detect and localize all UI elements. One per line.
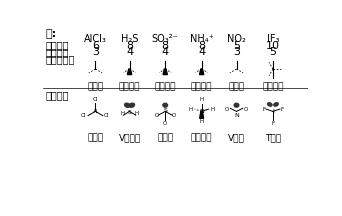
- Text: O: O: [172, 113, 176, 118]
- Text: 8: 8: [162, 41, 169, 51]
- Text: 正四面体: 正四面体: [191, 134, 212, 143]
- Text: F: F: [271, 121, 275, 126]
- Text: 三角形: 三角形: [88, 82, 104, 91]
- Text: Cl: Cl: [104, 113, 109, 118]
- Polygon shape: [127, 69, 132, 75]
- Text: NO₂: NO₂: [227, 34, 246, 44]
- Text: 4: 4: [126, 48, 133, 57]
- Ellipse shape: [234, 103, 239, 107]
- Text: 三角形: 三角形: [88, 134, 104, 143]
- Text: N: N: [234, 113, 239, 118]
- Text: 电子对构型: 电子对构型: [45, 54, 75, 64]
- Text: 5: 5: [269, 48, 276, 57]
- Text: 8: 8: [198, 41, 205, 51]
- Text: O: O: [224, 106, 229, 112]
- Text: 分子构型: 分子构型: [45, 91, 69, 101]
- Polygon shape: [163, 69, 167, 75]
- Text: N: N: [199, 109, 204, 114]
- Ellipse shape: [163, 103, 168, 107]
- Text: O: O: [163, 121, 167, 126]
- Text: 3: 3: [92, 48, 99, 57]
- Text: AlCl₃: AlCl₃: [84, 34, 107, 44]
- Text: H: H: [200, 97, 204, 102]
- Text: 3: 3: [233, 48, 240, 57]
- Text: T字形: T字形: [265, 134, 281, 143]
- Text: 三角双锥: 三角双锥: [262, 82, 284, 91]
- Text: H: H: [210, 107, 214, 112]
- Text: 8: 8: [126, 41, 133, 51]
- Ellipse shape: [274, 103, 278, 106]
- Text: H: H: [189, 107, 193, 112]
- Text: H: H: [120, 111, 124, 116]
- Text: 正四面体: 正四面体: [119, 82, 140, 91]
- Text: 4: 4: [162, 48, 169, 57]
- Text: NH₄⁺: NH₄⁺: [190, 34, 213, 44]
- Text: Cl: Cl: [93, 97, 98, 102]
- Text: 正四面体: 正四面体: [191, 82, 212, 91]
- Text: 电子对数: 电子对数: [45, 48, 69, 57]
- Text: H: H: [200, 119, 204, 124]
- Polygon shape: [199, 69, 204, 75]
- Text: V字构型: V字构型: [118, 134, 141, 143]
- Text: F: F: [262, 106, 265, 112]
- Text: IF₃: IF₃: [267, 34, 279, 44]
- Text: O: O: [244, 106, 249, 112]
- Text: 4: 4: [198, 48, 205, 57]
- Ellipse shape: [268, 103, 272, 106]
- Text: Al: Al: [93, 109, 98, 114]
- Text: O: O: [155, 113, 159, 118]
- Text: 三角锥: 三角锥: [157, 134, 173, 143]
- Text: 三角形: 三角形: [228, 82, 245, 91]
- Text: 解:: 解:: [45, 29, 56, 39]
- Ellipse shape: [124, 103, 130, 107]
- Text: 10: 10: [266, 41, 280, 51]
- Text: S: S: [128, 110, 131, 115]
- Text: H: H: [134, 111, 139, 116]
- Polygon shape: [200, 111, 203, 118]
- Text: H₂S: H₂S: [121, 34, 138, 44]
- Text: 电子总数: 电子总数: [45, 41, 69, 51]
- Text: Cl: Cl: [81, 113, 87, 118]
- Text: S: S: [163, 108, 167, 113]
- Ellipse shape: [129, 103, 134, 107]
- Text: 6: 6: [92, 41, 99, 51]
- Text: 正四面体: 正四面体: [155, 82, 176, 91]
- Text: F: F: [281, 106, 284, 112]
- Text: SO₃²⁻: SO₃²⁻: [152, 34, 179, 44]
- Text: V字形: V字形: [228, 134, 245, 143]
- Text: 5: 5: [233, 41, 240, 51]
- Text: I: I: [272, 109, 274, 114]
